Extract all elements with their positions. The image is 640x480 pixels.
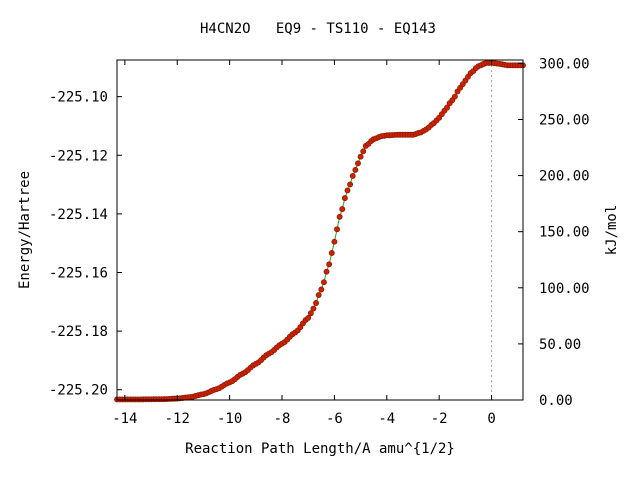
x-tick-label: -6: [326, 411, 343, 427]
x-tick-label: 0: [487, 411, 495, 427]
y-tick-label: -225.10: [49, 90, 108, 106]
data-point: [307, 310, 314, 317]
data-point: [323, 268, 330, 275]
plot-frame: [116, 59, 524, 401]
x-tick-label: -14: [112, 411, 137, 427]
y-tick-label: -225.20: [49, 383, 108, 399]
data-point: [305, 314, 312, 321]
y2-tick-label: 300.00: [539, 56, 590, 72]
data-point: [326, 261, 333, 268]
y-tick-label: -225.14: [49, 207, 108, 223]
y2-tick-label: 0.00: [539, 393, 573, 409]
data-point: [357, 153, 364, 160]
data-point: [339, 206, 346, 213]
x-tick-label: -12: [165, 411, 190, 427]
y-tick-label: -225.12: [49, 148, 108, 164]
data-point: [352, 166, 359, 173]
y-tick-label: -225.16: [49, 266, 108, 282]
x-tick-label: -10: [217, 411, 242, 427]
data-point: [347, 181, 354, 188]
data-point: [341, 195, 348, 202]
data-point: [328, 250, 335, 256]
x-tick-label: -4: [378, 411, 395, 427]
series-line: [117, 62, 523, 400]
data-point: [334, 226, 340, 233]
data-point: [331, 238, 338, 245]
data-point: [360, 148, 367, 155]
y2-tick-label: 50.00: [539, 337, 581, 353]
y-axis-label: Energy/Hartree: [17, 171, 33, 289]
data-point: [451, 93, 458, 100]
data-point: [336, 213, 343, 220]
data-point: [320, 279, 327, 286]
data-point: [315, 292, 322, 299]
data-point: [444, 104, 450, 111]
x-axis-label: Reaction Path Length/A amu^{1/2}: [185, 441, 455, 457]
y-axis-left: -225.20 -225.18 -225.16 -225.14 -225.12 -225.…: [49, 90, 122, 399]
x-axis: -14 -12 -10 -8 -6 -4 -2 0: [112, 60, 496, 427]
y-tick-label: -225.18: [49, 324, 108, 340]
data-point: [349, 172, 356, 179]
chart-title: H4CN2O EQ9 - TS110 - EQ143: [200, 21, 436, 37]
plot-area: [114, 59, 526, 403]
y-axis-right: 0.00 50.00 100.00 150.00 200.00 250.00 300.00: [518, 56, 590, 409]
data-point: [344, 187, 351, 194]
y2-tick-label: 100.00: [539, 281, 590, 297]
data-point: [318, 286, 325, 293]
y2-axis-label: kJ/mol: [604, 205, 620, 256]
y2-tick-label: 200.00: [539, 169, 590, 185]
y2-tick-label: 250.00: [539, 112, 590, 128]
x-tick-label: -8: [274, 411, 291, 427]
x-tick-label: -2: [431, 411, 448, 427]
data-point: [313, 300, 320, 306]
y2-tick-label: 150.00: [539, 225, 590, 241]
data-point: [355, 160, 361, 167]
data-point: [310, 305, 317, 312]
